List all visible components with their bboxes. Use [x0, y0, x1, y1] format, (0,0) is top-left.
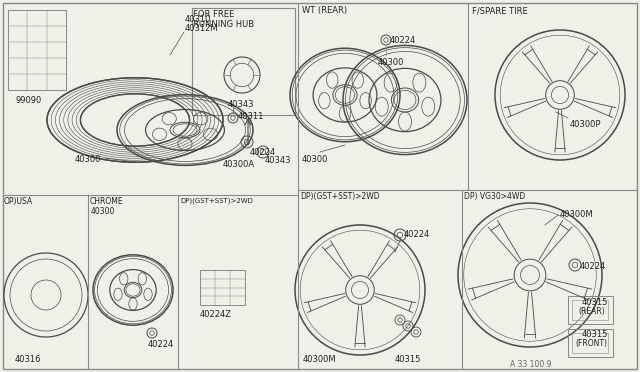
Text: 40343: 40343 — [265, 156, 291, 165]
Text: 99090: 99090 — [15, 96, 41, 105]
Text: 40315: 40315 — [582, 298, 609, 307]
Text: 40300M: 40300M — [560, 210, 594, 219]
Text: 40300: 40300 — [378, 58, 404, 67]
Text: 40224: 40224 — [404, 230, 430, 239]
Text: RUNNING HUB: RUNNING HUB — [193, 20, 254, 29]
Text: 40311: 40311 — [238, 112, 264, 121]
Text: F/SPARE TIRE: F/SPARE TIRE — [472, 6, 528, 15]
Text: 40343: 40343 — [228, 100, 255, 109]
Text: 40300: 40300 — [75, 155, 101, 164]
Text: 40300M: 40300M — [303, 355, 337, 364]
Text: 40316: 40316 — [15, 355, 42, 364]
Text: OP)USA: OP)USA — [4, 197, 33, 206]
Bar — [8, 10, 66, 90]
Text: 40300A: 40300A — [223, 160, 255, 169]
Text: (FRONT): (FRONT) — [575, 339, 607, 348]
Text: 40224: 40224 — [390, 36, 416, 45]
Bar — [192, 8, 295, 115]
Text: 40300P: 40300P — [570, 120, 602, 129]
Text: 40312M: 40312M — [185, 24, 219, 33]
Text: 40224: 40224 — [250, 148, 276, 157]
Text: 40300: 40300 — [302, 155, 328, 164]
Text: (REAR): (REAR) — [578, 307, 605, 316]
Bar — [568, 296, 612, 324]
Bar — [200, 270, 245, 305]
Text: 40310: 40310 — [185, 15, 211, 24]
Text: 40224Z: 40224Z — [200, 310, 232, 319]
Text: CHROME: CHROME — [90, 197, 124, 206]
Text: DP) VG30>4WD: DP) VG30>4WD — [464, 192, 525, 201]
Bar — [568, 329, 612, 357]
Text: 40315: 40315 — [395, 355, 421, 364]
Bar — [572, 333, 608, 353]
Text: 40224: 40224 — [148, 340, 174, 349]
Text: DP)(GST+SST)>2WD: DP)(GST+SST)>2WD — [300, 192, 380, 201]
Text: FOR FREE: FOR FREE — [193, 10, 234, 19]
Text: WT (REAR): WT (REAR) — [302, 6, 347, 15]
Text: DP)(GST+SST)>2WD: DP)(GST+SST)>2WD — [180, 197, 253, 203]
Text: 40224: 40224 — [580, 262, 606, 271]
Bar — [572, 300, 608, 320]
Text: 40315: 40315 — [582, 330, 609, 339]
Text: 40300: 40300 — [91, 207, 115, 216]
Text: A 33 100 9: A 33 100 9 — [510, 360, 552, 369]
